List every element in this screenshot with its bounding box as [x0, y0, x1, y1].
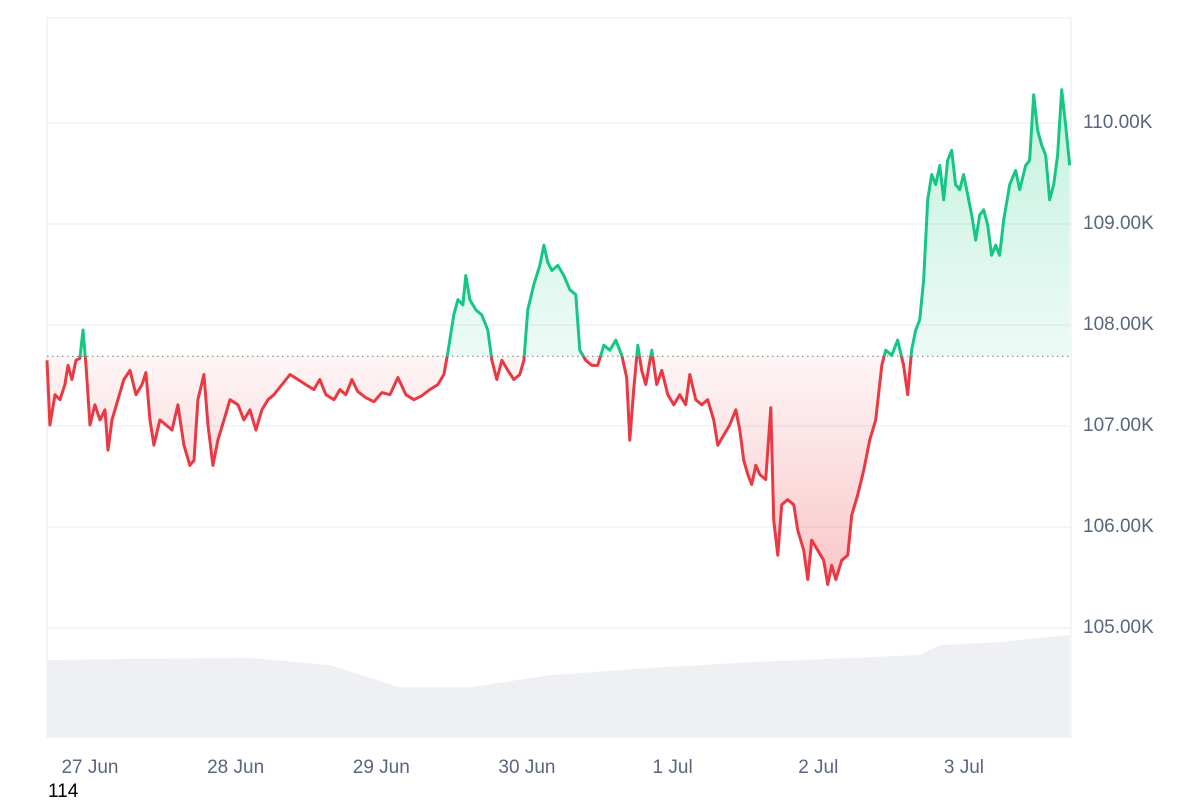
- x-tick-label: 2 Jul: [798, 757, 838, 778]
- price-area: [47, 89, 1070, 585]
- x-tick-label: 27 Jun: [61, 757, 118, 778]
- x-tick-label: 3 Jul: [944, 757, 984, 778]
- price-line: [45, 88, 1072, 586]
- x-tick-label: 30 Jun: [498, 757, 555, 778]
- caption: 114: [48, 781, 79, 800]
- y-tick-label: 108.00K: [1083, 314, 1154, 335]
- volume-area: [47, 634, 1070, 737]
- y-tick-label: 105.00K: [1083, 617, 1154, 638]
- y-tick-label: 110.00K: [1083, 112, 1153, 133]
- x-tick-label: 1 Jul: [653, 757, 693, 778]
- x-tick-label: 29 Jun: [353, 757, 410, 778]
- y-tick-label: 109.00K: [1083, 213, 1154, 234]
- x-tick-label: 28 Jun: [207, 757, 264, 778]
- y-tick-label: 106.00K: [1083, 516, 1154, 537]
- y-tick-label: 107.00K: [1083, 415, 1154, 436]
